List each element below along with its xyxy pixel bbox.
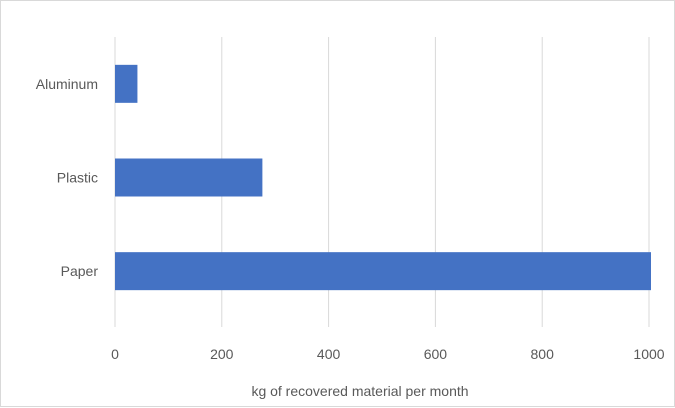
x-tick-label-400: 400 (317, 346, 341, 362)
bar-plastic (115, 158, 263, 197)
x-tick-label-200: 200 (210, 346, 234, 362)
x-tick-label-800: 800 (531, 346, 555, 362)
bars (115, 64, 651, 291)
x-tick-label-1000: 1000 (633, 346, 664, 362)
x-tick-label-0: 0 (111, 346, 119, 362)
bar-paper (115, 252, 651, 291)
x-tick-labels: 0 200 400 600 800 1000 (111, 346, 665, 362)
category-labels: Aluminum Plastic Paper (36, 76, 99, 279)
bar-aluminum (115, 64, 138, 103)
category-label-aluminum: Aluminum (36, 76, 98, 92)
category-label-plastic: Plastic (57, 170, 98, 186)
x-axis-label: kg of recovered material per month (251, 383, 468, 399)
x-tick-label-600: 600 (424, 346, 448, 362)
category-label-paper: Paper (61, 263, 99, 279)
